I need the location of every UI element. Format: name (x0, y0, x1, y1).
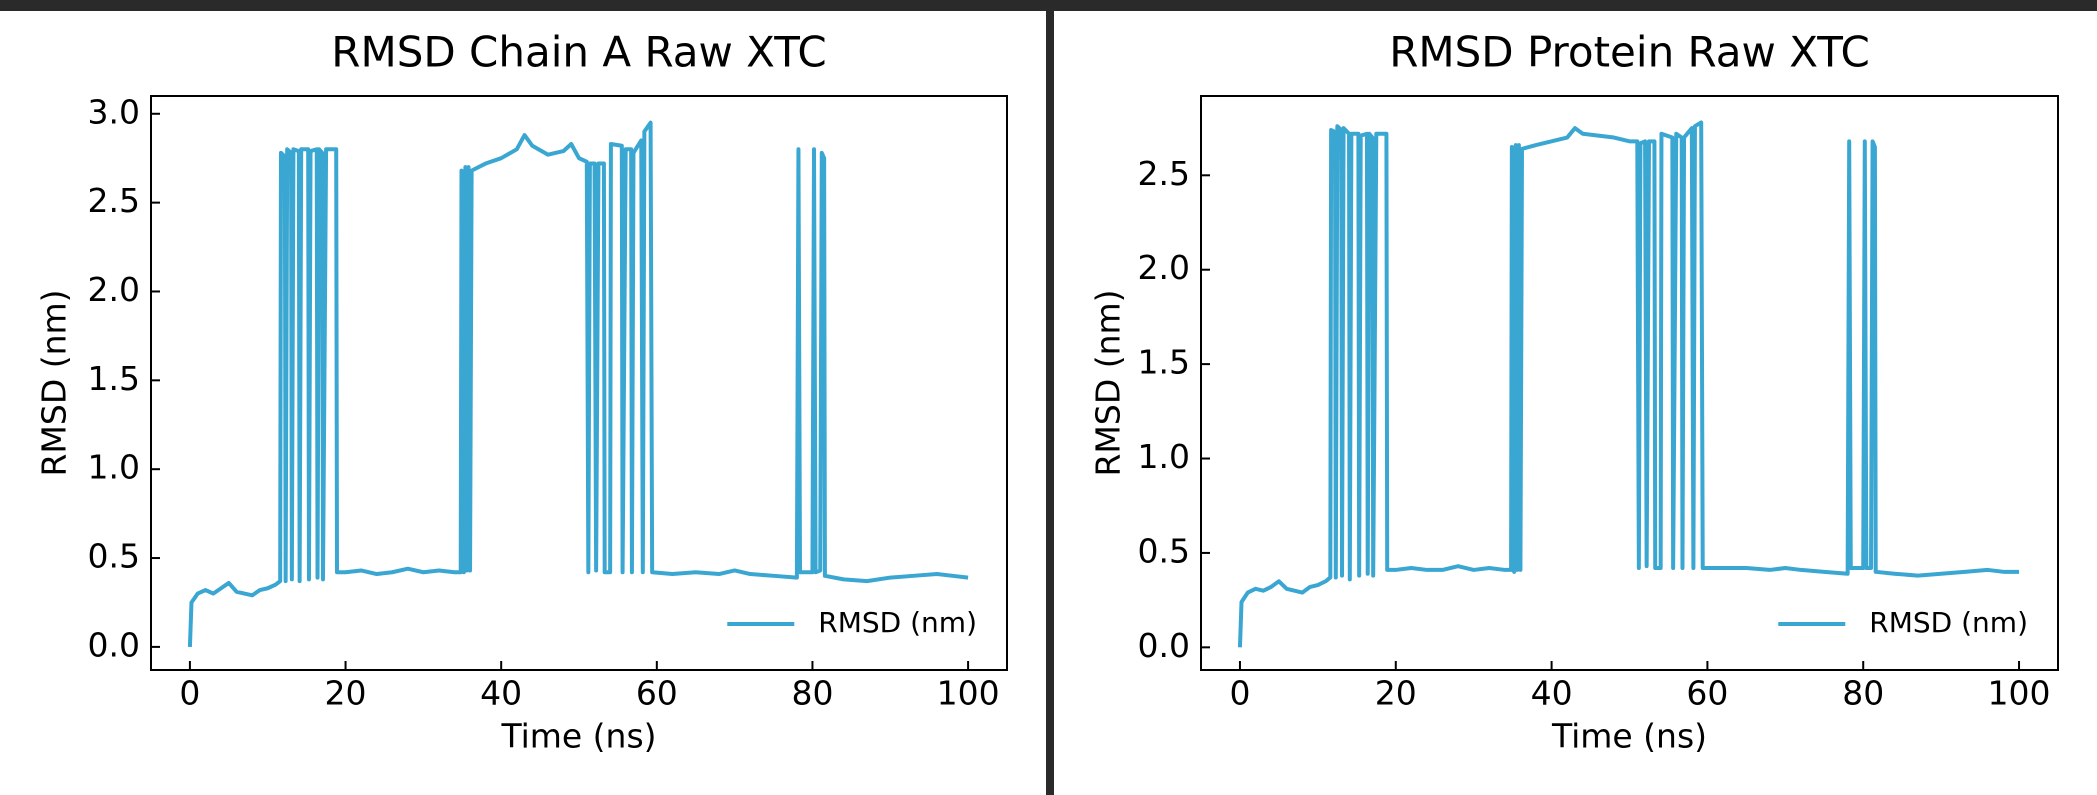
y-tick-label: 1.0 (88, 448, 140, 487)
y-tick-label: 0.0 (1138, 626, 1190, 665)
y-axis-label: RMSD (nm) (35, 289, 74, 476)
legend-label: RMSD (nm) (818, 606, 977, 639)
x-tick-label: 100 (1988, 674, 2051, 713)
y-tick-label: 2.0 (1138, 248, 1190, 287)
x-tick-label: 100 (937, 674, 1000, 713)
x-tick-label: 20 (325, 674, 367, 713)
y-tick-label: 1.5 (88, 359, 140, 398)
x-axis-label: Time (ns) (500, 717, 656, 756)
chart-title: RMSD Protein Raw XTC (1389, 28, 1870, 77)
y-tick-label: 2.5 (88, 181, 140, 220)
y-axis-label: RMSD (nm) (1089, 289, 1128, 476)
x-tick-label: 0 (179, 674, 200, 713)
chart-panel: RMSD Chain A Raw XTC Time (ns) RMSD (nm) 0 2… (0, 11, 1046, 795)
chart-panel: RMSD Protein Raw XTC Time (ns) RMSD (nm) 0 2… (1054, 11, 2097, 795)
x-tick-label: 40 (480, 674, 522, 713)
data-line (1237, 120, 2020, 648)
plot-frame (150, 95, 1008, 671)
legend-label: RMSD (nm) (1869, 606, 2028, 639)
y-tick-label: 1.0 (1138, 437, 1190, 476)
y-tick-label: 2.0 (88, 270, 140, 309)
x-tick-label: 60 (1686, 674, 1728, 713)
plot-frame (1200, 95, 2059, 671)
data-line (187, 120, 969, 647)
y-tick-label: 0.0 (88, 625, 140, 664)
chart-title: RMSD Chain A Raw XTC (331, 28, 826, 77)
x-tick-label: 80 (791, 674, 833, 713)
y-tick-label: 2.5 (1138, 154, 1190, 193)
y-tick-label: 0.5 (1138, 531, 1190, 570)
x-tick-label: 20 (1375, 674, 1417, 713)
x-tick-label: 80 (1842, 674, 1884, 713)
x-axis-label: Time (ns) (1551, 717, 1707, 756)
y-tick-label: 0.5 (88, 537, 140, 576)
y-tick-label: 3.0 (88, 92, 140, 131)
y-tick-label: 1.5 (1138, 343, 1190, 382)
x-tick-label: 60 (636, 674, 678, 713)
x-tick-label: 0 (1229, 674, 1250, 713)
x-tick-label: 40 (1531, 674, 1573, 713)
